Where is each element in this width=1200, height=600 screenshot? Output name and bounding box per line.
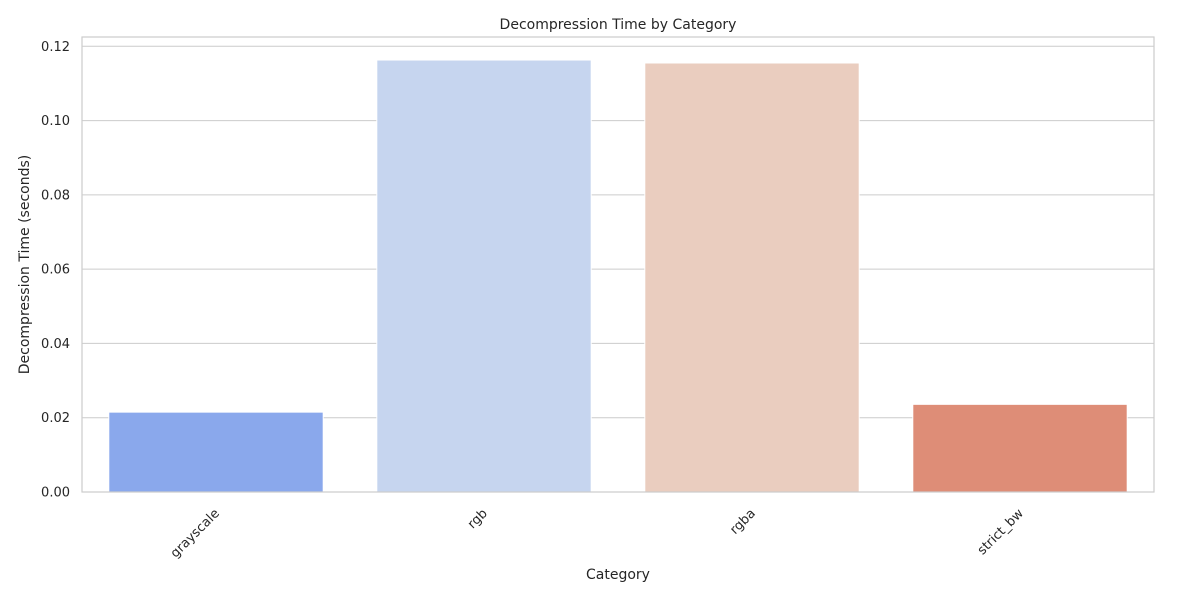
- bar-grayscale: [108, 411, 324, 493]
- bar-strict-bw: [912, 403, 1128, 493]
- x-tick-label: rgb: [465, 506, 491, 532]
- y-axis-label: Decompression Time (seconds): [17, 155, 33, 374]
- chart-title: Decompression Time by Category: [500, 17, 737, 33]
- plot-frame: [81, 36, 1155, 493]
- bar-rgba: [644, 62, 860, 493]
- y-tick-label: 0.12: [41, 40, 70, 55]
- x-tick-label: grayscale: [168, 506, 223, 561]
- x-tick-label: strict_bw: [975, 506, 1027, 558]
- y-tick-label: 0.02: [41, 411, 70, 426]
- y-tick-label: 0.06: [41, 263, 70, 278]
- x-axis-label: Category: [586, 567, 650, 583]
- x-tick-labels: grayscale rgb rgba strict_bw: [168, 506, 1027, 561]
- bar-rgb: [376, 59, 592, 493]
- y-tick-label: 0.04: [41, 337, 70, 352]
- y-tick-label: 0.08: [41, 188, 70, 203]
- y-tick-labels: 0.00 0.02 0.04 0.06 0.08 0.10 0.12: [41, 40, 70, 501]
- bar-layer: [108, 59, 1128, 493]
- y-tick-label: 0.10: [41, 114, 70, 129]
- y-tick-label: 0.00: [41, 486, 70, 501]
- x-tick-label: rgba: [727, 506, 759, 538]
